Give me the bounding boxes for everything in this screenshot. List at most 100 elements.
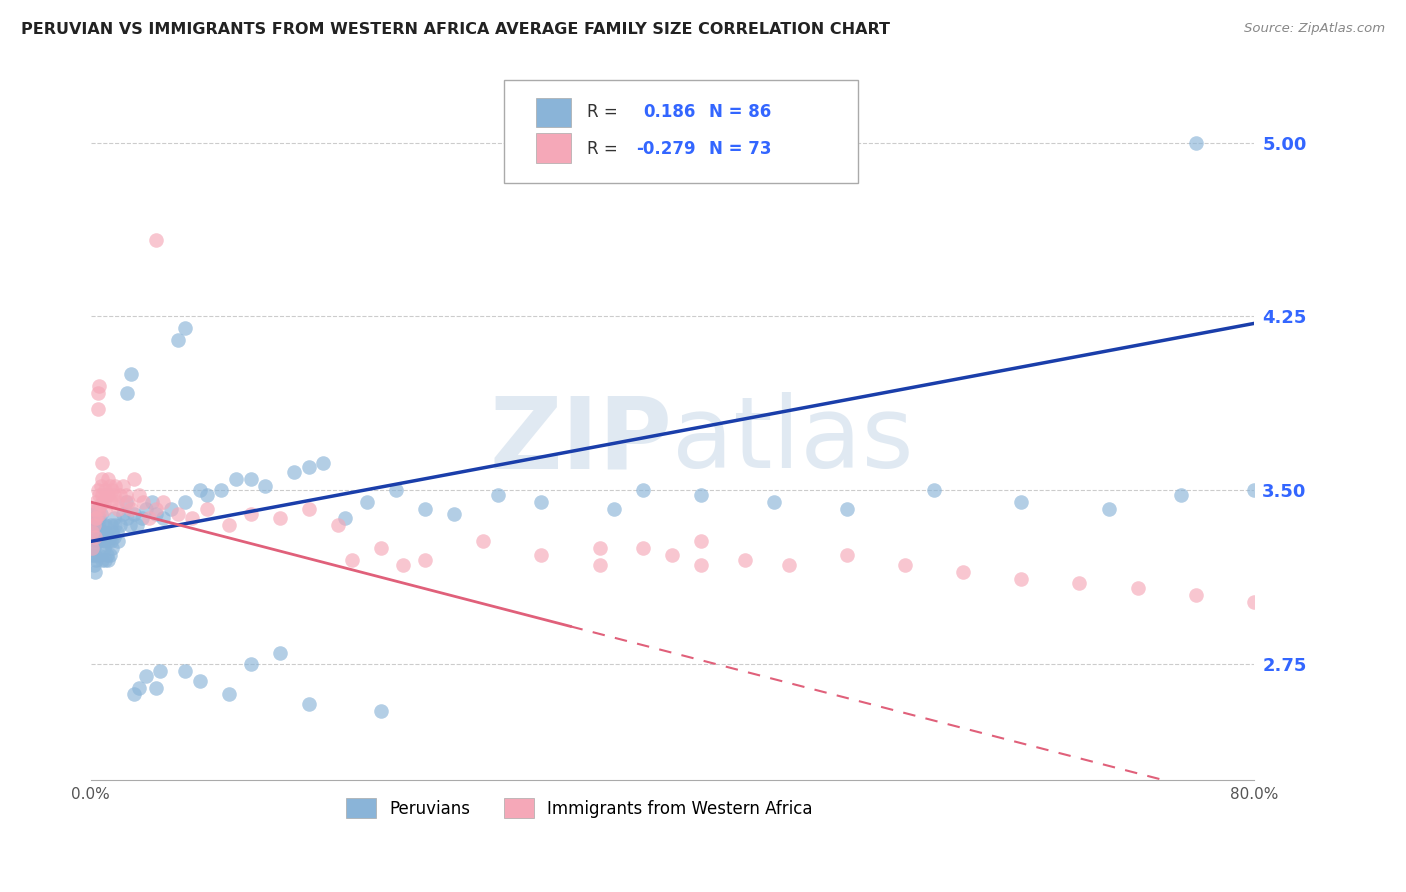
Point	[83, 525, 105, 540]
Point	[690, 488, 713, 502]
Point	[778, 558, 800, 572]
Point	[101, 541, 124, 556]
Bar	[536, 133, 571, 163]
Point	[84, 511, 107, 525]
Point	[195, 488, 218, 502]
Point	[239, 507, 262, 521]
Point	[1286, 599, 1309, 614]
Point	[1316, 604, 1339, 618]
Point	[370, 541, 392, 556]
Point	[530, 549, 553, 563]
Point	[128, 681, 150, 695]
Point	[100, 495, 122, 509]
Point	[84, 565, 107, 579]
Point	[93, 495, 115, 509]
Point	[326, 518, 349, 533]
Point	[90, 525, 112, 540]
Point	[114, 488, 136, 502]
Point	[283, 465, 305, 479]
Text: N = 86: N = 86	[710, 103, 772, 121]
Point	[443, 507, 465, 521]
Point	[80, 541, 103, 556]
Point	[91, 518, 114, 533]
Point	[90, 497, 112, 511]
Point	[159, 502, 181, 516]
Point	[174, 321, 197, 335]
Point	[80, 518, 103, 533]
Point	[86, 511, 108, 525]
Point	[117, 495, 139, 509]
Point	[149, 665, 172, 679]
Point	[835, 502, 858, 516]
Point	[603, 502, 626, 516]
Point	[94, 518, 117, 533]
Point	[734, 553, 756, 567]
Point	[90, 479, 112, 493]
Point	[894, 558, 917, 572]
Point	[135, 502, 157, 516]
Point	[97, 472, 120, 486]
Point	[87, 534, 110, 549]
Point	[631, 483, 654, 498]
Text: PERUVIAN VS IMMIGRANTS FROM WESTERN AFRICA AVERAGE FAMILY SIZE CORRELATION CHART: PERUVIAN VS IMMIGRANTS FROM WESTERN AFRI…	[21, 22, 890, 37]
Point	[120, 502, 142, 516]
Point	[530, 495, 553, 509]
Point	[1243, 483, 1265, 498]
Point	[122, 472, 145, 486]
Point	[80, 534, 103, 549]
Point	[1069, 576, 1091, 591]
Point	[1097, 502, 1119, 516]
Point	[83, 502, 105, 516]
Point	[98, 549, 121, 563]
Point	[89, 549, 111, 563]
Point	[127, 518, 149, 533]
Point	[115, 511, 138, 525]
Point	[93, 525, 115, 540]
Point	[1184, 588, 1206, 602]
Point	[84, 530, 107, 544]
Point	[661, 549, 683, 563]
Text: R =: R =	[588, 140, 619, 158]
Bar	[536, 98, 571, 128]
Point	[87, 386, 110, 401]
Point	[239, 472, 262, 486]
Point	[84, 549, 107, 563]
Point	[631, 541, 654, 556]
Text: 0.186: 0.186	[643, 103, 696, 121]
Point	[1243, 595, 1265, 609]
Point	[333, 511, 356, 525]
Point	[145, 233, 167, 247]
Point	[98, 479, 121, 493]
Point	[89, 488, 111, 502]
Point	[298, 697, 321, 711]
Point	[91, 456, 114, 470]
Point	[952, 565, 974, 579]
Point	[87, 502, 110, 516]
Point	[101, 483, 124, 498]
Point	[392, 558, 415, 572]
Point	[104, 518, 127, 533]
Point	[80, 549, 103, 563]
Point	[1360, 611, 1382, 625]
Point	[152, 495, 174, 509]
Point	[1170, 488, 1192, 502]
Point	[108, 488, 131, 502]
Point	[1388, 618, 1406, 632]
Text: R =: R =	[588, 103, 619, 121]
Point	[195, 502, 218, 516]
Point	[87, 402, 110, 417]
Point	[835, 549, 858, 563]
Point	[105, 495, 128, 509]
FancyBboxPatch shape	[503, 80, 859, 183]
Point	[107, 534, 129, 549]
Point	[91, 488, 114, 502]
Point	[97, 488, 120, 502]
Point	[87, 502, 110, 516]
Point	[83, 518, 105, 533]
Point	[690, 534, 713, 549]
Point	[413, 502, 436, 516]
Point	[111, 507, 134, 521]
Point	[111, 479, 134, 493]
Point	[107, 502, 129, 516]
Point	[211, 483, 233, 498]
